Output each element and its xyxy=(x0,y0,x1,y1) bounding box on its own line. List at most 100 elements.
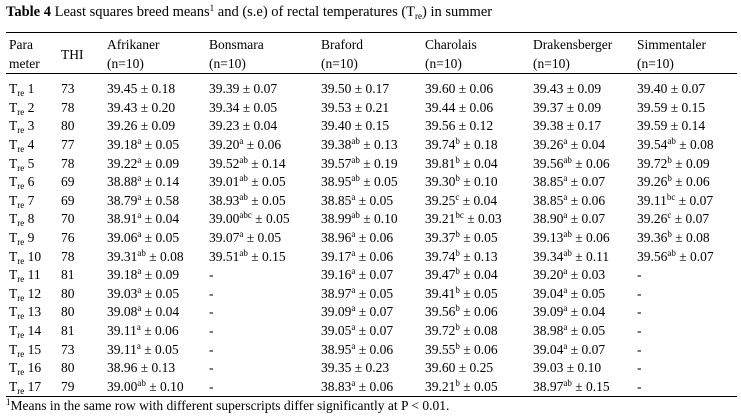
mean: 38.97 xyxy=(321,285,352,301)
param-cell: Tre 5 xyxy=(6,154,58,173)
standard-error: ± 0.15 xyxy=(667,99,706,115)
param-sub: re xyxy=(17,385,25,396)
standard-error: ± 0.14 xyxy=(141,174,180,190)
mean: 39.56 xyxy=(425,304,456,320)
table-row: Tre 9 76 39.06a ± 0.05 39.07a ± 0.05 38.96a … xyxy=(6,229,737,248)
standard-error: ± 0.04 xyxy=(239,118,278,134)
standard-error: ± 0.18 xyxy=(137,81,176,97)
mean: 39.72 xyxy=(425,323,456,339)
standard-error: ± 0.05 xyxy=(141,285,180,301)
standard-error: ± 0.05 xyxy=(459,378,498,394)
standard-error: ± 0.08 xyxy=(671,230,710,246)
standard-error: ± 0.05 xyxy=(251,211,290,227)
standard-error: ± 0.05 xyxy=(459,230,498,246)
header-row: Para THI Afrikaner Bonsmara Braford Charolais… xyxy=(6,33,737,62)
significance: ab xyxy=(239,173,248,184)
significance: b xyxy=(455,322,460,333)
significance: ab xyxy=(563,247,572,258)
value-cell: 39.04a ± 0.07 xyxy=(530,340,634,359)
mean: 39.18 xyxy=(107,137,138,153)
header-text: Para xyxy=(9,37,33,52)
standard-error: ± 0.05 xyxy=(141,230,180,246)
value-cell: 39.06a ± 0.05 xyxy=(104,229,206,248)
significance: b xyxy=(455,303,460,314)
standard-error: ± 0.07 xyxy=(355,323,394,339)
mean: 39.50 xyxy=(321,81,352,97)
mean: 38.96 xyxy=(107,360,138,376)
value-cell: 39.07a ± 0.05 xyxy=(206,229,318,248)
standard-error: ± 0.04 xyxy=(567,137,606,153)
value-cell: 38.85a ± 0.07 xyxy=(530,173,634,192)
thi-value: 73 xyxy=(61,81,75,97)
param-cell: Tre 17 xyxy=(6,378,58,397)
mean: - xyxy=(637,378,642,394)
param-number: 11 xyxy=(24,267,41,283)
mean: 39.74 xyxy=(425,137,456,153)
mean: 38.85 xyxy=(533,174,564,190)
mean: 39.22 xyxy=(107,155,138,171)
standard-error: ± 0.06 xyxy=(355,378,394,394)
standard-error: ± 0.05 xyxy=(141,137,180,153)
value-cell: 39.21bc ± 0.03 xyxy=(422,210,530,229)
mean: 38.93 xyxy=(209,192,240,208)
thi-value: 80 xyxy=(61,360,75,376)
significance: a xyxy=(351,191,356,202)
value-cell: - xyxy=(206,303,318,322)
value-cell: 39.13ab ± 0.06 xyxy=(530,229,634,248)
param-number: 12 xyxy=(24,285,42,301)
standard-error: ± 0.08 xyxy=(145,248,184,264)
param-number: 17 xyxy=(24,378,42,394)
value-cell: 39.20a ± 0.03 xyxy=(530,266,634,285)
param-symbol: T xyxy=(9,137,18,153)
param-sub: re xyxy=(17,162,25,173)
mean: 39.03 xyxy=(533,360,564,376)
significance: b xyxy=(455,173,460,184)
standard-error: ± 0.06 xyxy=(671,174,710,190)
value-cell: 39.43 ± 0.20 xyxy=(104,99,206,118)
header-cell: (n=10) xyxy=(422,54,530,74)
significance: ab xyxy=(563,377,572,388)
table-row: Tre 1 73 39.45 ± 0.18 39.39 ± 0.07 39.50 ± 0… xyxy=(6,74,737,99)
standard-error: ± 0.07 xyxy=(667,81,706,97)
header-cell: Afrikaner xyxy=(104,33,206,55)
table-title: Table 4 Least squares breed means1 and (… xyxy=(6,4,492,21)
footnote: 1Means in the same row with different su… xyxy=(6,398,449,414)
param-symbol: T xyxy=(9,99,18,115)
value-cell: 39.50 ± 0.17 xyxy=(318,74,422,99)
thi-value: 80 xyxy=(61,118,75,134)
title-sup: 1 xyxy=(209,3,215,13)
standard-error: ± 0.06 xyxy=(567,192,606,208)
mean: 39.52 xyxy=(209,155,240,171)
param-symbol: T xyxy=(9,304,18,320)
standard-error: ± 0.05 xyxy=(247,192,286,208)
standard-error: ± 0.06 xyxy=(243,137,282,153)
standard-error: ± 0.05 xyxy=(239,99,278,115)
significance: a xyxy=(351,322,356,333)
mean: 39.39 xyxy=(209,81,240,97)
standard-error: ± 0.05 xyxy=(243,230,282,246)
param-symbol: T xyxy=(9,341,18,357)
param-sub: re xyxy=(17,218,25,229)
significance: a xyxy=(351,266,356,277)
significance: ab xyxy=(137,377,146,388)
value-cell: 38.85a ± 0.06 xyxy=(530,192,634,211)
mean: 39.45 xyxy=(107,81,138,97)
value-cell: 39.21b ± 0.05 xyxy=(422,378,530,397)
mean: 38.91 xyxy=(107,211,138,227)
param-sub: re xyxy=(17,88,25,99)
value-cell: 39.38 ± 0.17 xyxy=(530,117,634,136)
param-sub: re xyxy=(17,292,25,303)
standard-error: ± 0.14 xyxy=(247,155,286,171)
value-cell: 39.45 ± 0.18 xyxy=(104,74,206,99)
mean: 39.26 xyxy=(533,137,564,153)
mean: 39.16 xyxy=(321,267,352,283)
value-cell: - xyxy=(634,340,737,359)
param-sub: re xyxy=(17,181,25,192)
mean: 39.18 xyxy=(107,267,138,283)
standard-error: ± 0.23 xyxy=(351,360,390,376)
standard-error: ± 0.10 xyxy=(563,360,602,376)
mean: 38.97 xyxy=(533,378,564,394)
significance: a xyxy=(563,322,568,333)
standard-error: ± 0.07 xyxy=(675,192,714,208)
mean: 38.99 xyxy=(321,211,352,227)
